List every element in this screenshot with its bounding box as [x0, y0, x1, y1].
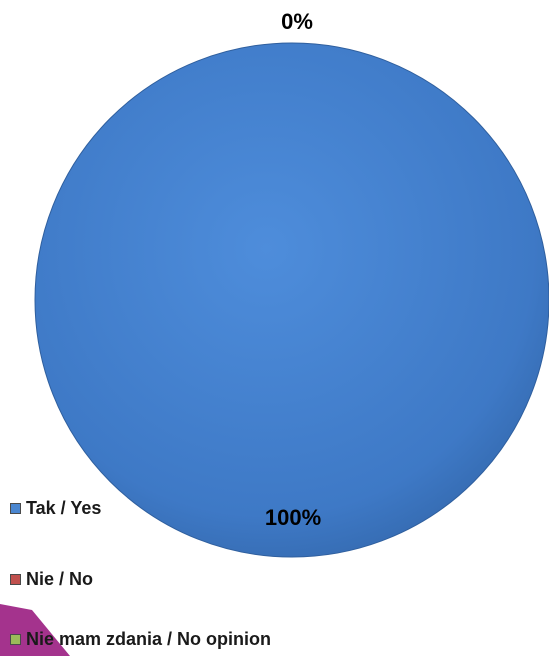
legend-item-yes: Tak / Yes [10, 498, 101, 519]
legend-item-no-opinion: Nie mam zdania / No opinion [10, 629, 271, 650]
legend-item-no: Nie / No [10, 569, 93, 590]
legend-label-no: Nie / No [26, 569, 94, 589]
legend-swatch-yes [10, 503, 21, 514]
data-label-100-percent: 100% [264, 505, 322, 530]
legend-swatch-no-opinion [10, 634, 21, 645]
legend-label-yes: Tak / Yes [26, 498, 102, 518]
data-label-0-percent: 0% [281, 9, 313, 34]
pie-slice-yes [34, 42, 549, 558]
legend-swatch-no [10, 574, 21, 585]
legend-label-no-opinion: Nie mam zdania / No opinion [26, 629, 272, 649]
